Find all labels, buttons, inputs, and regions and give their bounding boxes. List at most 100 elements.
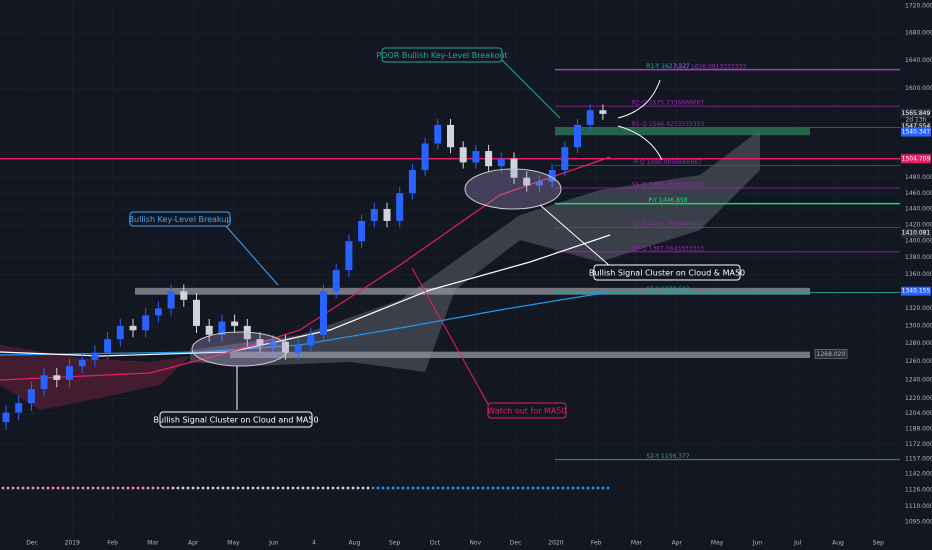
candle-body xyxy=(104,339,112,353)
signal-dot xyxy=(411,486,415,490)
signal-dot xyxy=(46,486,50,490)
zone-badge xyxy=(814,349,848,359)
signal-dot xyxy=(76,486,80,490)
signal-dot xyxy=(71,486,75,490)
candle-body xyxy=(167,291,175,309)
y-tick-label: 1188.000 xyxy=(905,425,932,432)
y-tick-label: 1220.000 xyxy=(905,395,932,402)
signal-dot xyxy=(206,486,210,490)
y-tick-label: 1320.000 xyxy=(905,305,932,312)
signal-dot xyxy=(346,486,350,490)
x-tick-label: Oct xyxy=(430,540,441,547)
candle-body xyxy=(193,299,200,326)
signal-dot xyxy=(56,486,60,490)
signal-dot xyxy=(311,486,315,490)
signal-dot xyxy=(361,486,365,490)
signal-dot xyxy=(506,486,510,490)
signal-dot xyxy=(271,486,275,490)
signal-dot xyxy=(151,486,155,490)
y-tick-label: 1480.000 xyxy=(905,174,932,181)
signal-dot xyxy=(496,486,500,490)
y-tick-label: 1600.000 xyxy=(905,85,932,92)
x-tick-label: May xyxy=(711,540,724,547)
signal-dot xyxy=(531,486,535,490)
signal-dot xyxy=(436,486,440,490)
level-label: S1-Q 1466.7533333333 xyxy=(632,181,704,188)
annotation-box xyxy=(129,211,231,227)
signal-dot xyxy=(126,486,130,490)
candle-body xyxy=(358,220,366,242)
signal-dot xyxy=(161,486,165,490)
candle-body xyxy=(231,321,239,326)
signal-dot xyxy=(191,486,195,490)
candle-body xyxy=(154,308,162,316)
signal-dot xyxy=(331,486,335,490)
blue-ma xyxy=(0,291,611,356)
candle-body xyxy=(281,341,289,353)
signal-dot xyxy=(36,486,40,490)
candle-body xyxy=(599,110,607,114)
connectors xyxy=(224,57,663,410)
signal-dot xyxy=(486,486,490,490)
x-tick-label: 2019 xyxy=(65,540,80,547)
signal-dot xyxy=(596,486,600,490)
candle-body xyxy=(434,124,442,144)
signal-dot xyxy=(281,486,285,490)
signal-dots xyxy=(1,486,610,490)
signal-dot xyxy=(326,486,330,490)
signal-dot xyxy=(606,486,610,490)
signal-dot xyxy=(16,486,20,490)
x-tick-label: Apr xyxy=(188,540,199,547)
candle-body xyxy=(472,151,480,163)
signal-dot xyxy=(26,486,30,490)
candle-body xyxy=(53,375,61,380)
signal-dot xyxy=(456,486,460,490)
signal-dot xyxy=(336,486,340,490)
cloud-red xyxy=(0,345,190,410)
price-axis xyxy=(900,0,932,550)
signal-dot xyxy=(576,486,580,490)
connector xyxy=(539,204,611,267)
y-tick-label: 1720.000 xyxy=(905,3,932,10)
signal-dot xyxy=(171,486,175,490)
candle-body xyxy=(447,124,454,148)
price-badge-label: 1504.709 xyxy=(902,155,931,162)
candle-body xyxy=(40,375,48,390)
zone xyxy=(135,287,810,295)
signal-dot xyxy=(251,486,255,490)
signal-dot xyxy=(446,486,450,490)
signal-dot xyxy=(156,486,160,490)
signal-dot xyxy=(286,486,290,490)
signal-dot xyxy=(276,486,280,490)
signal-dot xyxy=(586,486,590,490)
candle-body xyxy=(27,389,35,404)
signal-dot xyxy=(556,486,560,490)
signal-dot xyxy=(351,486,355,490)
annotation: Bullish Signal Cluster on Cloud and MA50 xyxy=(153,416,318,425)
candle-body xyxy=(78,359,86,367)
signal-dot xyxy=(366,486,370,490)
candle-body xyxy=(459,147,467,163)
price-badge-label: 1410.081 xyxy=(902,230,931,237)
signal-dot xyxy=(426,486,430,490)
countdown: 2d 13h xyxy=(906,117,927,124)
x-tick-label: Jul xyxy=(793,540,802,547)
signal-dot xyxy=(256,486,260,490)
y-tick-label: 1157.000 xyxy=(905,456,932,463)
price-badge xyxy=(901,122,931,132)
annotation-box xyxy=(159,411,313,428)
x-tick-label: Jun xyxy=(268,540,279,547)
y-tick-label: 1172.000 xyxy=(905,441,932,448)
candle-body xyxy=(345,241,353,271)
signal-dot xyxy=(116,486,120,490)
signal-dot xyxy=(601,486,605,490)
signal-dot xyxy=(491,486,495,490)
cluster-ellipse xyxy=(191,331,289,367)
level-label: P-Y 1446.858 xyxy=(648,197,687,204)
signal-dot xyxy=(391,486,395,490)
x-tick-label: Jun xyxy=(752,540,763,547)
y-tick-label: 1300.000 xyxy=(905,322,932,329)
signal-dot xyxy=(211,486,215,490)
signal-dot xyxy=(466,486,470,490)
